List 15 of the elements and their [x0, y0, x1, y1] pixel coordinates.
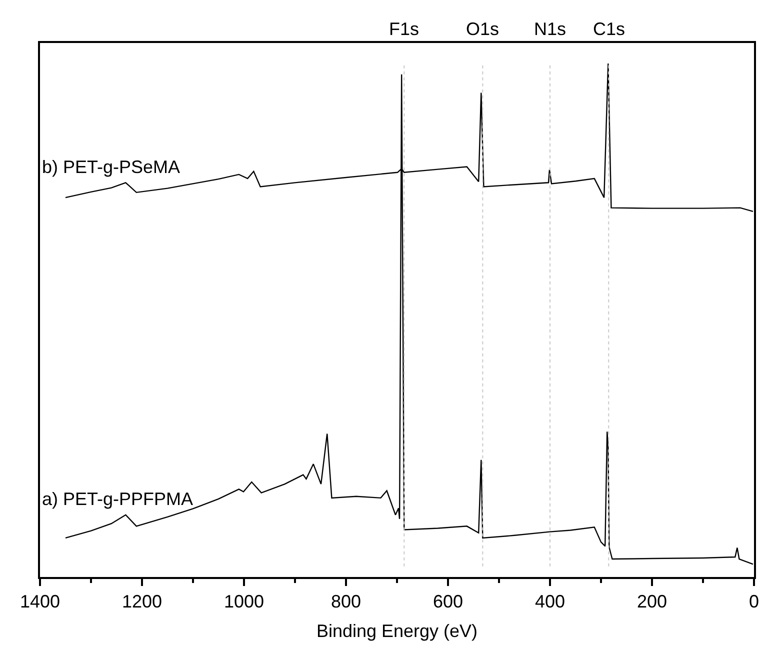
- x-tick-label: 800: [330, 592, 362, 612]
- x-tick-label: 1400: [20, 592, 60, 612]
- x-tick-label: 0: [748, 592, 760, 612]
- ref-line-label: O1s: [466, 19, 500, 39]
- x-tick-label: 600: [432, 592, 464, 612]
- x-tick-label: 1000: [224, 592, 264, 612]
- x-tick-label: 1200: [122, 592, 162, 612]
- x-tick-label: 200: [636, 592, 668, 612]
- ref-line-label: N1s: [534, 19, 566, 39]
- series-label: a) PET-g-PPFPMA: [42, 489, 194, 509]
- ref-line-label: F1s: [389, 19, 420, 39]
- x-tick-label: 400: [534, 592, 566, 612]
- ref-line-label: C1s: [593, 19, 626, 39]
- series-label: b) PET-g-PSeMA: [42, 157, 180, 177]
- x-axis-title: Binding Energy (eV): [316, 621, 478, 642]
